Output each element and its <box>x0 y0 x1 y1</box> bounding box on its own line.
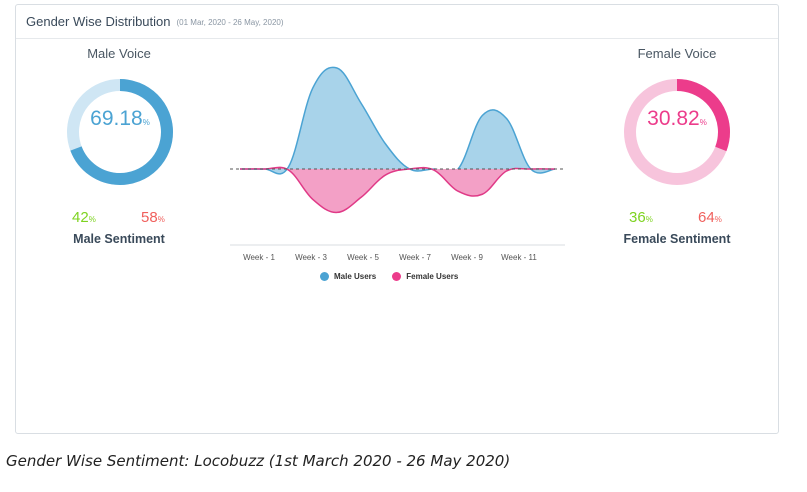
weekly-users-area-chart: Week - 1 Week - 3 Week - 5 Week - 7 Week - 9… <box>230 66 565 262</box>
male-positive-sentiment: 42% <box>72 209 96 226</box>
line-male-users <box>239 66 556 175</box>
gender-distribution-card: Gender Wise Distribution (01 Mar, 2020 -… <box>15 4 779 434</box>
male-voice-donut <box>67 79 173 185</box>
female-voice-pct: % <box>699 118 707 127</box>
line-female-users <box>239 166 556 214</box>
male-voice-value: 69.18% <box>60 107 180 131</box>
card-title: Gender Wise Distribution <box>26 14 171 29</box>
female-voice-donut <box>624 79 730 185</box>
legend-item-male[interactable]: Male Users <box>320 272 376 281</box>
female-positive-sentiment: 36% <box>629 209 653 226</box>
male-positive-value: 42 <box>72 209 89 226</box>
female-donut-arc <box>624 79 730 185</box>
female-voice-number: 30.82 <box>647 107 700 130</box>
female-voice-value: 30.82% <box>617 107 737 131</box>
chart-legend: Male Users Female Users <box>320 272 474 281</box>
male-voice-title: Male Voice <box>87 46 151 61</box>
figure-caption: Gender Wise Sentiment: Locobuzz (1st Mar… <box>6 452 511 470</box>
x-tick-label: Week - 11 <box>501 253 537 262</box>
female-positive-value: 36 <box>629 209 646 226</box>
male-negative-pct: % <box>157 215 165 224</box>
legend-item-female[interactable]: Female Users <box>392 272 458 281</box>
male-donut-arc <box>67 79 173 185</box>
legend-dot-female <box>392 272 402 281</box>
legend-label-female: Female Users <box>406 272 459 281</box>
male-voice-number: 69.18 <box>90 107 143 130</box>
female-negative-pct: % <box>714 215 722 224</box>
area-male-users <box>240 67 555 174</box>
female-voice-title: Female Voice <box>637 46 717 61</box>
male-voice-pct: % <box>142 118 150 127</box>
date-range: (01 Mar, 2020 - 26 May, 2020) <box>176 18 284 27</box>
male-sentiment-label: Male Sentiment <box>73 232 165 246</box>
female-positive-pct: % <box>645 215 653 224</box>
female-sentiment-label: Female Sentiment <box>623 232 731 246</box>
x-tick-label: Week - 3 <box>295 253 327 262</box>
female-negative-value: 64 <box>698 209 715 226</box>
male-negative-sentiment: 58% <box>141 209 165 226</box>
area-female-users <box>240 167 555 213</box>
x-tick-label: Week - 7 <box>399 253 431 262</box>
male-positive-pct: % <box>88 215 96 224</box>
male-negative-value: 58 <box>141 209 158 226</box>
legend-dot-male <box>320 272 329 281</box>
x-tick-label: Week - 9 <box>451 253 483 262</box>
female-negative-sentiment: 64% <box>698 209 722 226</box>
x-tick-label: Week - 5 <box>347 253 379 262</box>
card-header: Gender Wise Distribution (01 Mar, 2020 -… <box>16 5 778 39</box>
x-tick-label: Week - 1 <box>243 253 275 262</box>
legend-label-male: Male Users <box>334 272 377 281</box>
